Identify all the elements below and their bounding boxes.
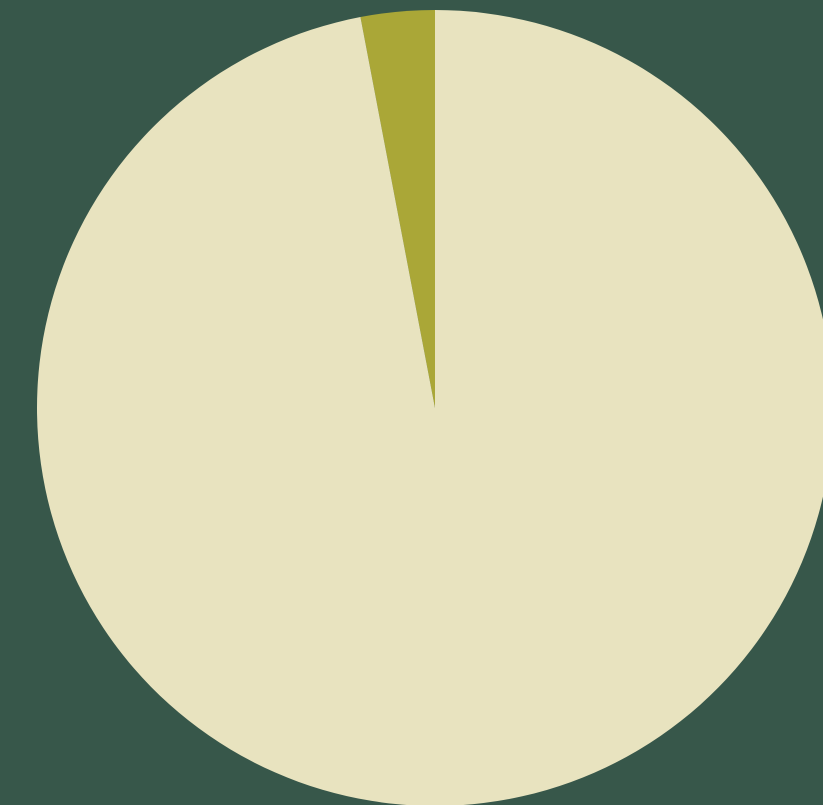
pie-slices (37, 10, 823, 805)
pie-slice-1 (37, 10, 823, 805)
pie-slice-0 (360, 10, 435, 408)
